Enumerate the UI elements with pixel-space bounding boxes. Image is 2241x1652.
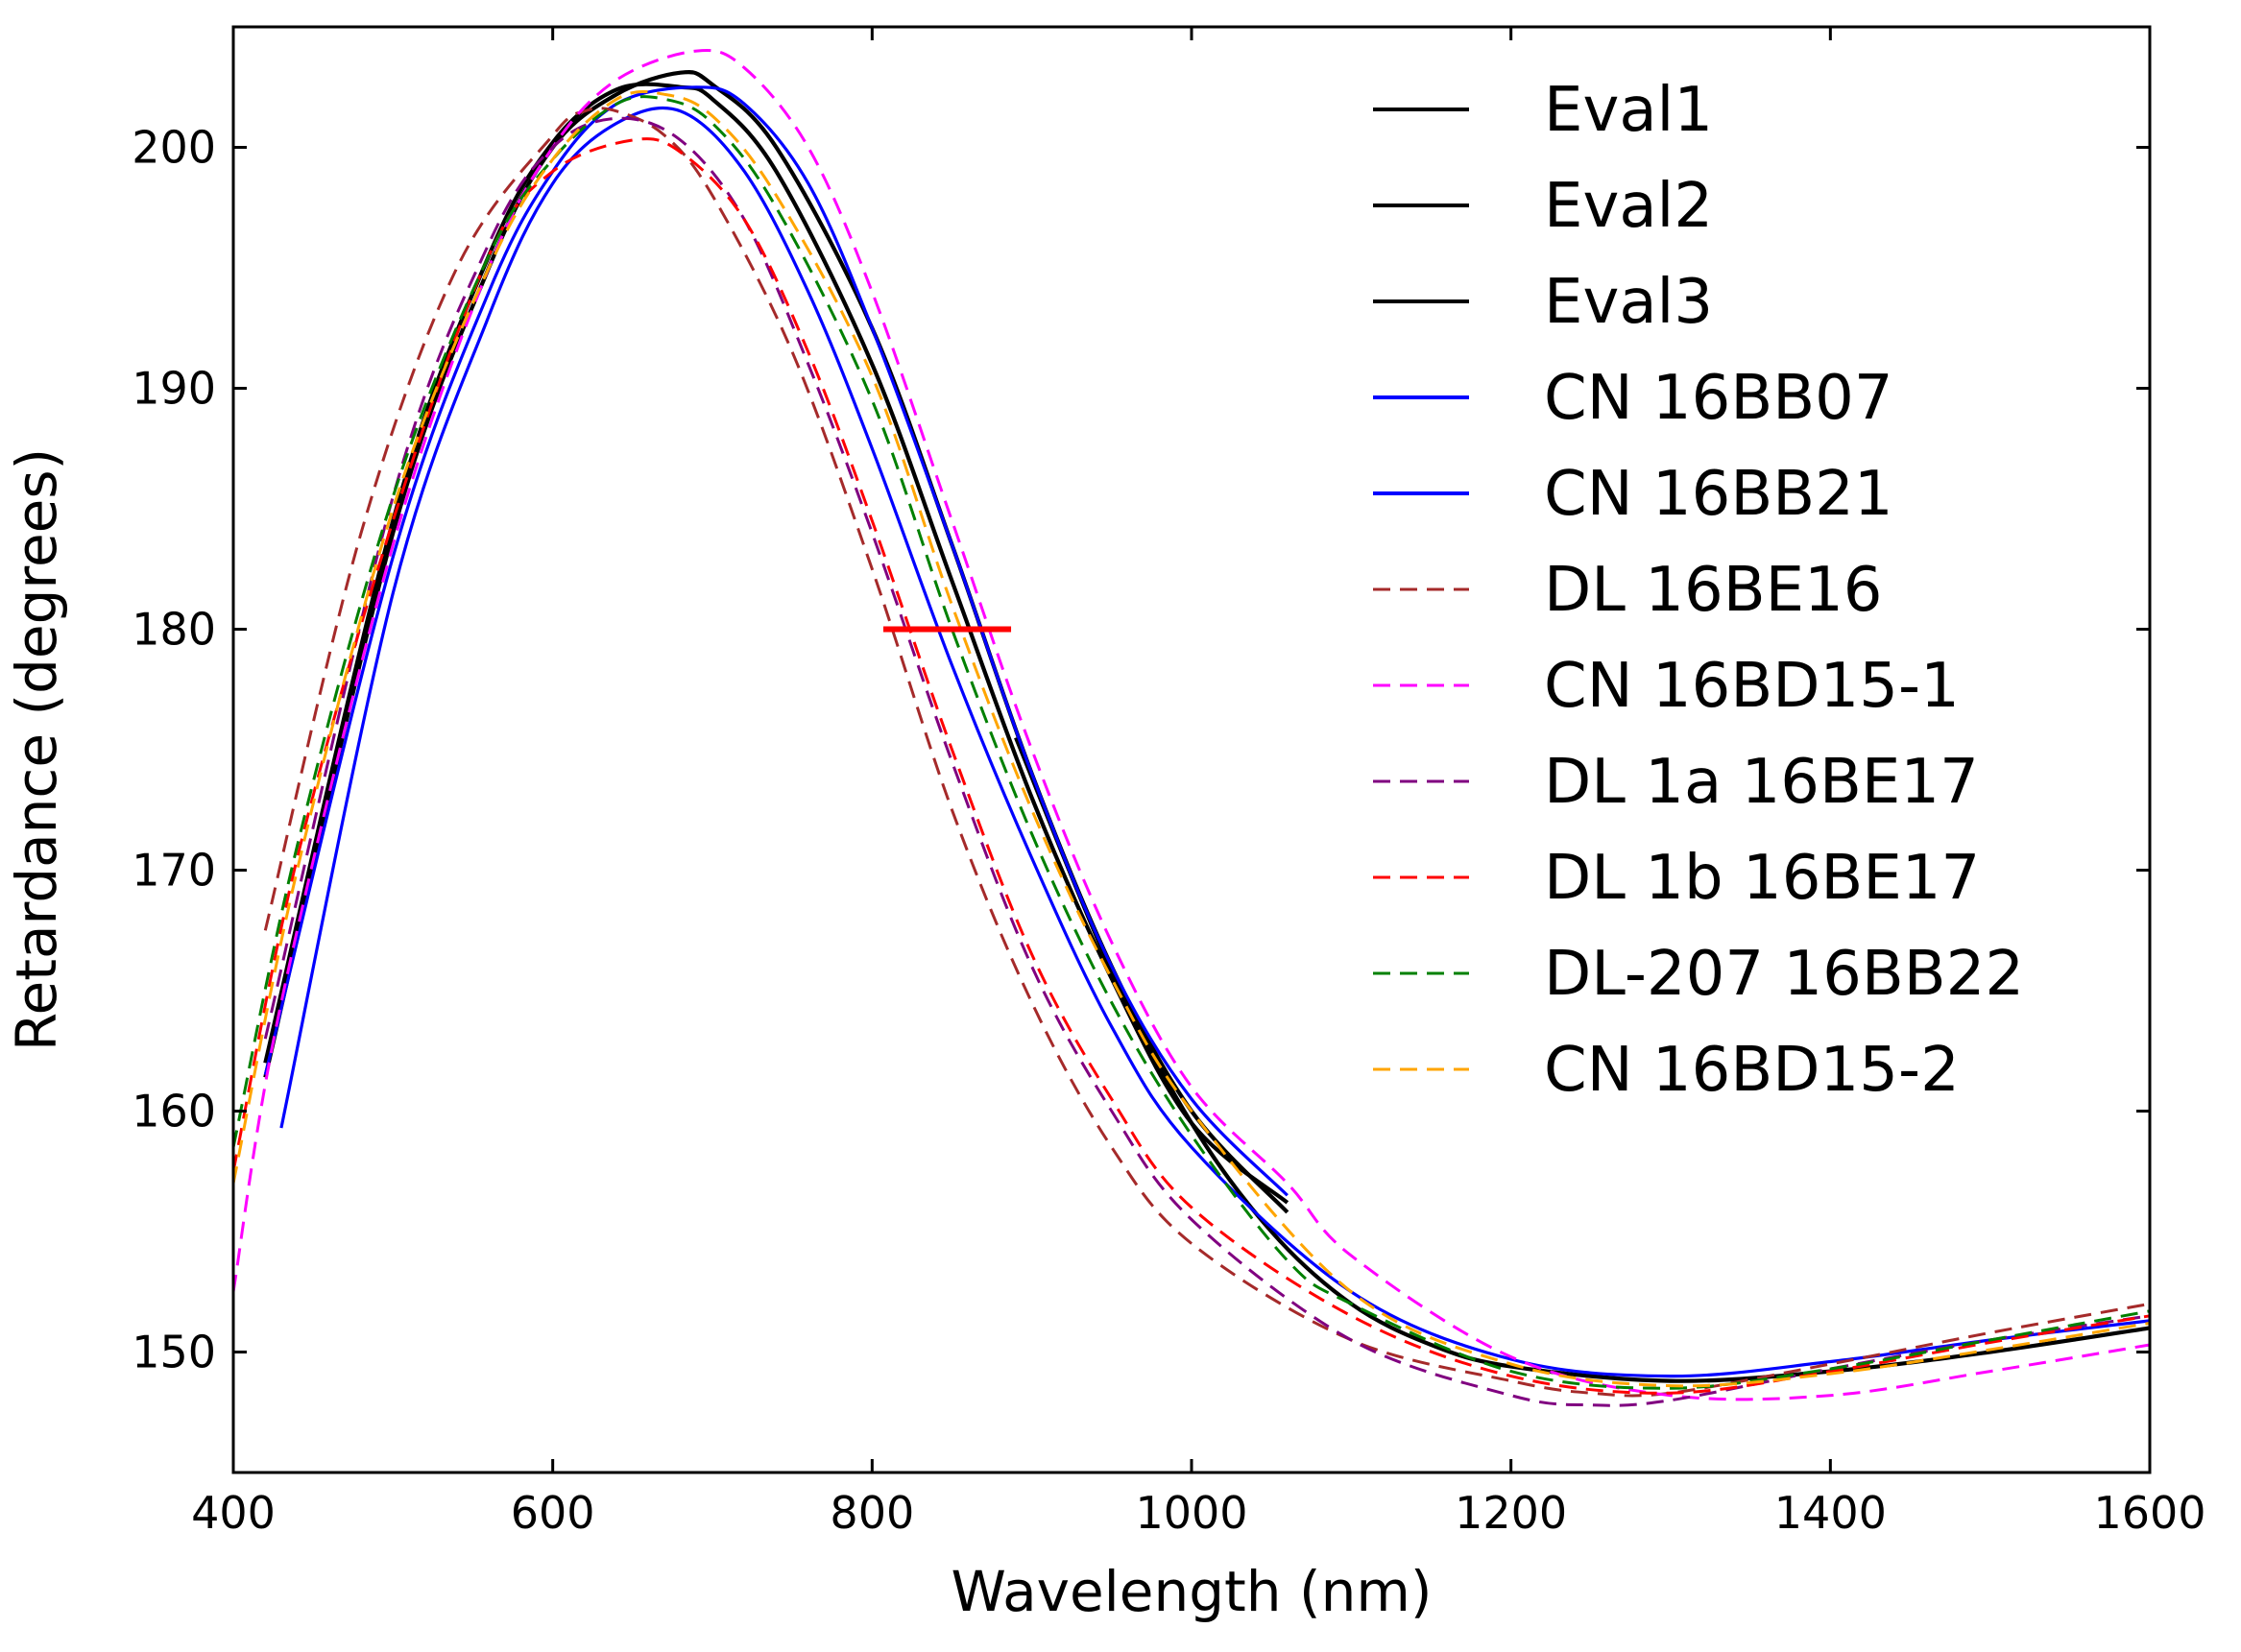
legend-label-9: DL 1b 16BE17 (1544, 843, 1980, 914)
y-tick-label: 150 (132, 1327, 216, 1378)
x-tick-label: 1000 (1135, 1487, 1247, 1539)
x-tick-label: 800 (830, 1487, 914, 1539)
series-line-5 (279, 107, 2151, 1378)
legend: Eval1 Eval2 Eval3 CN 16BB07 CN 16BB21 DL 16BE… (1373, 75, 2024, 1106)
legend-label-3: Eval3 (1544, 267, 1713, 338)
series-line-6 (263, 107, 2151, 1398)
x-axis-title: Wavelength (nm) (951, 1559, 1432, 1624)
y-tick-label: 160 (132, 1086, 216, 1137)
x-tick-label: 1200 (1455, 1487, 1567, 1539)
x-tick-label: 1400 (1774, 1487, 1887, 1539)
legend-label-5: CN 16BB21 (1544, 459, 1893, 530)
series-line-10 (231, 95, 2151, 1390)
series-line-11 (231, 89, 2151, 1388)
legend-label-1: Eval1 (1544, 75, 1713, 146)
legend-label-2: Eval2 (1544, 171, 1713, 242)
series-line-7 (231, 49, 2151, 1401)
series-layer (231, 49, 2151, 1407)
x-tick-label: 400 (191, 1487, 276, 1539)
plot-frame (231, 25, 2152, 1474)
x-tick-label: 600 (511, 1487, 595, 1539)
legend-label-11: CN 16BD15-2 (1544, 1035, 1960, 1106)
y-tick-label: 190 (132, 363, 216, 415)
y-axis-title: Retardance (degrees) (4, 448, 69, 1051)
legend-label-4: CN 16BB07 (1544, 363, 1893, 434)
legend-label-7: CN 16BD15-1 (1544, 651, 1960, 722)
series-line-8 (263, 116, 2151, 1407)
y-tick-label: 180 (132, 604, 216, 656)
legend-label-8: DL 1a 16BE17 (1544, 747, 1979, 818)
y-tick-label: 170 (132, 845, 216, 897)
y-tick-label: 200 (132, 122, 216, 174)
series-line-4 (263, 85, 1289, 1197)
legend-label-10: DL-207 16BB22 (1544, 939, 2024, 1010)
legend-label-6: DL 16BE16 (1544, 555, 1883, 626)
tick-layer: 400 600 800 1000 1200 1400 1600 150 160 170 180 190… (132, 27, 2206, 1539)
x-tick-label: 1600 (2093, 1487, 2205, 1539)
